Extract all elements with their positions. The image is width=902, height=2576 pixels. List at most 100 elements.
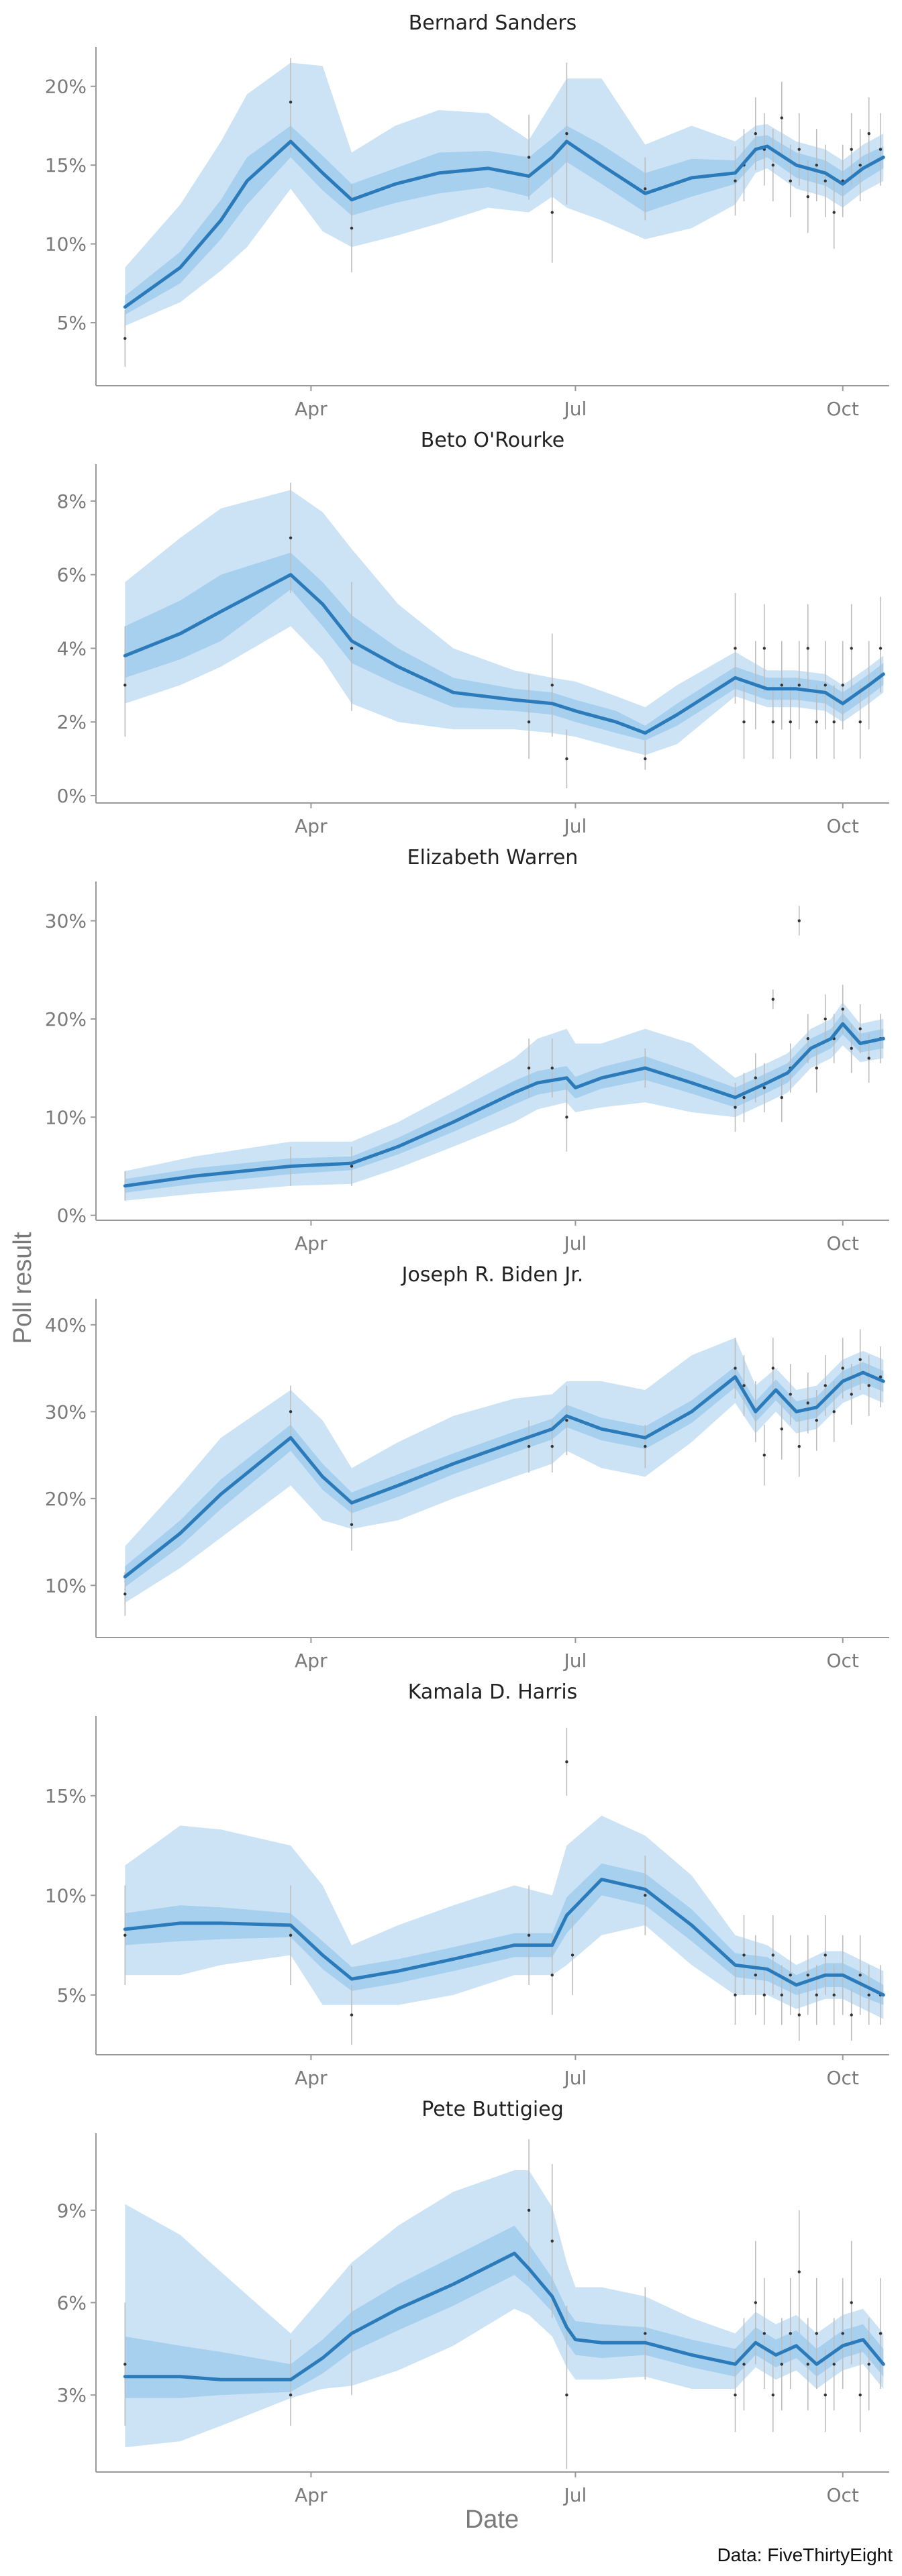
poll-point bbox=[123, 1593, 127, 1596]
y-tick-label: 2% bbox=[57, 711, 87, 733]
poll-point bbox=[734, 1993, 737, 1997]
poll-point bbox=[734, 179, 737, 182]
poll-point bbox=[780, 684, 784, 687]
poll-point bbox=[867, 2363, 870, 2366]
poll-point bbox=[815, 720, 818, 724]
poll-point bbox=[858, 720, 862, 724]
poll-point bbox=[565, 1116, 568, 1119]
poll-point bbox=[806, 2363, 809, 2366]
y-tick-label: 5% bbox=[57, 1984, 87, 2006]
poll-point bbox=[565, 1760, 568, 1764]
x-tick-label: Oct bbox=[827, 398, 859, 420]
x-tick-label: Jul bbox=[562, 815, 587, 837]
outer-band bbox=[125, 2170, 884, 2448]
poll-point bbox=[867, 1384, 870, 1387]
poll-point bbox=[762, 1453, 766, 1457]
y-tick-label: 15% bbox=[45, 1785, 87, 1807]
poll-point bbox=[527, 2208, 531, 2212]
poll-point bbox=[815, 163, 818, 167]
x-tick-label: Apr bbox=[295, 2484, 328, 2506]
poll-point bbox=[858, 1027, 862, 1030]
poll-point bbox=[550, 684, 554, 687]
poll-point bbox=[754, 1076, 758, 1079]
panel-3: Joseph R. Biden Jr. 10% 20% 30% 40% Apr Jul Oct bbox=[45, 1263, 889, 1672]
poll-point bbox=[823, 1953, 827, 1957]
trend-line bbox=[123, 1371, 885, 1578]
poll-point bbox=[123, 1933, 127, 1937]
poll-point bbox=[350, 647, 354, 650]
y-tick-label: 10% bbox=[45, 233, 87, 256]
poll-point bbox=[742, 2363, 746, 2366]
poll-point bbox=[879, 647, 883, 650]
panel-title: Beto O'Rourke bbox=[421, 429, 565, 452]
poll-point bbox=[734, 2394, 737, 2397]
poll-point bbox=[780, 116, 784, 119]
y-tick-label: 0% bbox=[57, 785, 87, 807]
poll-point bbox=[289, 536, 293, 539]
poll-point bbox=[754, 2301, 758, 2304]
y-tick-label: 15% bbox=[45, 154, 87, 176]
poll-point bbox=[789, 2332, 792, 2335]
y-tick-label: 20% bbox=[45, 1008, 87, 1030]
y-tick-label: 30% bbox=[45, 1401, 87, 1423]
trend-line bbox=[123, 1022, 885, 1188]
poll-point bbox=[823, 179, 827, 182]
poll-point bbox=[797, 148, 801, 151]
poll-point bbox=[762, 2332, 766, 2335]
panel-title: Kamala D. Harris bbox=[408, 1680, 578, 1704]
poll-point bbox=[832, 720, 836, 724]
poll-point bbox=[806, 195, 809, 199]
poll-point bbox=[832, 2363, 836, 2366]
poll-point bbox=[780, 1428, 784, 1431]
poll-point bbox=[815, 1993, 818, 1997]
y-tick-label: 10% bbox=[45, 1574, 87, 1597]
poll-point bbox=[754, 1973, 758, 1977]
inner-band bbox=[125, 1013, 884, 1193]
poll-point bbox=[289, 101, 293, 104]
poll-point bbox=[780, 2363, 784, 2366]
panel-2: Elizabeth Warren 0% 10% 20% 30% Apr Jul Oct bbox=[45, 846, 889, 1254]
poll-markers bbox=[123, 2139, 883, 2469]
y-axis-title: Poll result bbox=[9, 1232, 37, 1344]
poll-point bbox=[789, 1393, 792, 1396]
poll-point bbox=[841, 684, 844, 687]
x-tick-label: Apr bbox=[295, 398, 328, 420]
y-tick-label: 20% bbox=[45, 1488, 87, 1510]
poll-point bbox=[762, 1993, 766, 1997]
poll-point bbox=[850, 1393, 853, 1396]
panel-4: Kamala D. Harris 5% 10% 15% Apr Jul Oct bbox=[45, 1680, 889, 2089]
poll-point bbox=[823, 1017, 827, 1021]
trend-line bbox=[123, 2251, 885, 2381]
trend-line bbox=[123, 1878, 885, 1997]
poll-point bbox=[734, 1366, 737, 1370]
poll-point bbox=[832, 211, 836, 214]
poll-point bbox=[823, 2394, 827, 2397]
poll-point bbox=[289, 1933, 293, 1937]
poll-point bbox=[734, 647, 737, 650]
poll-point bbox=[771, 720, 775, 724]
poll-point bbox=[850, 1046, 853, 1051]
poll-point bbox=[806, 1037, 809, 1040]
inner-band bbox=[125, 1362, 884, 1587]
poll-point bbox=[644, 2332, 647, 2335]
panel-title: Pete Buttigieg bbox=[421, 2098, 564, 2121]
x-tick-label: Oct bbox=[827, 2067, 859, 2089]
poll-point bbox=[289, 2394, 293, 2397]
poll-point bbox=[644, 757, 647, 761]
trend-line bbox=[123, 140, 885, 309]
outer-band bbox=[125, 490, 884, 755]
poll-point bbox=[797, 1444, 801, 1448]
poll-point bbox=[289, 1410, 293, 1413]
x-tick-label: Jul bbox=[562, 1650, 587, 1672]
poll-point bbox=[550, 2239, 554, 2243]
poll-point bbox=[879, 2332, 883, 2335]
poll-point bbox=[565, 757, 568, 761]
panel-1: Beto O'Rourke 0% 2% 4% 6% 8% Apr Jul Oct bbox=[57, 429, 889, 837]
poll-point bbox=[850, 148, 853, 151]
poll-point bbox=[771, 163, 775, 167]
poll-point bbox=[771, 998, 775, 1001]
y-tick-label: 3% bbox=[57, 2384, 87, 2406]
poll-point bbox=[527, 1444, 531, 1448]
poll-point bbox=[550, 1973, 554, 1977]
